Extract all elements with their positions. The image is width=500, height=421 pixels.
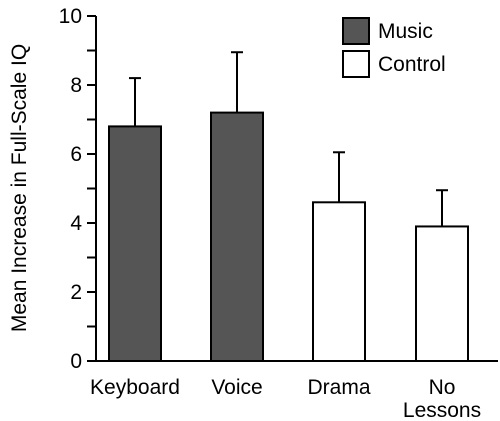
y-axis-title: Mean Increase in Full-Scale IQ [8, 44, 31, 332]
y-tick-label: 0 [70, 350, 82, 373]
legend: Music Control [342, 17, 446, 78]
bars [108, 111, 469, 363]
category-label-keyboard: Keyboard [90, 376, 180, 399]
legend-label-control: Control [378, 53, 446, 76]
bar-keyboard [108, 125, 162, 363]
bar-no-lessons [415, 225, 469, 362]
category-labels: Keyboard Voice Drama No Lessons [90, 376, 481, 421]
error-bars [129, 51, 448, 227]
y-tick-label: 10 [59, 5, 82, 28]
bar-drama [312, 201, 366, 362]
y-tick-label: 4 [70, 212, 82, 235]
legend-swatch-music [342, 17, 370, 45]
category-label-no-lessons: No Lessons [403, 376, 481, 421]
y-tick-label: 6 [70, 143, 82, 166]
bar-voice [210, 111, 264, 362]
y-ticks: 0 2 4 6 8 10 [59, 5, 96, 373]
y-tick-label: 8 [70, 74, 82, 97]
legend-swatch-control [342, 50, 370, 78]
legend-label-music: Music [378, 20, 433, 43]
category-label-voice: Voice [211, 376, 262, 399]
category-label-drama: Drama [307, 376, 370, 399]
y-tick-label: 2 [70, 281, 82, 304]
